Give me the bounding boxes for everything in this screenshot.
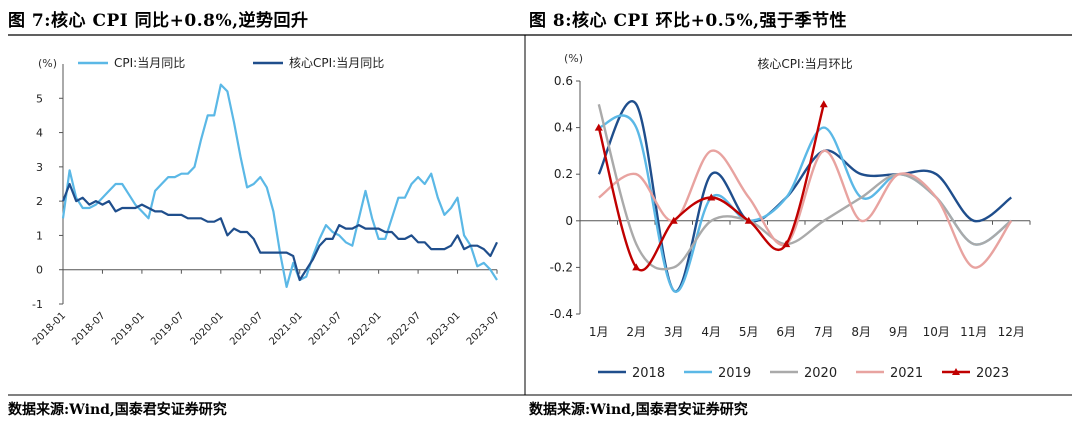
left-x-tick-label: 2021-07 — [307, 310, 344, 347]
right-legend-label: 2020 — [804, 366, 837, 381]
right-legend-label: 2018 — [632, 366, 665, 381]
left-y-tick-label: 5 — [36, 92, 43, 105]
left-x-tick-label: 2018-07 — [70, 310, 107, 347]
series-marker-2023 — [594, 123, 603, 131]
right-source-note: 数据来源:Wind,国泰君安证券研究 — [529, 402, 748, 418]
right-y-tick-label: 0.4 — [554, 121, 573, 135]
series-line-cpi-yoy — [61, 83, 498, 288]
right-x-tick-label: 7月 — [814, 325, 834, 339]
series-line-core-cpi-yoy — [61, 182, 498, 282]
left-x-tick-label: 2020-07 — [228, 310, 265, 347]
left-panel-title: 图 7:核心 CPI 同比+0.8%,逆势回升 — [8, 11, 309, 31]
right-y-tick-label: -0.4 — [550, 307, 573, 321]
left-legend-label: 核心CPI:当月同比 — [289, 56, 384, 70]
right-y-tick-label: 0.2 — [554, 167, 573, 181]
left-y-tick-label: 3 — [36, 161, 43, 174]
left-y-tick-label: 2 — [36, 195, 43, 208]
left-x-tick-label: 2021-01 — [268, 310, 305, 347]
right-legend-marker — [952, 368, 960, 375]
left-x-tick-label: 2019-01 — [110, 310, 147, 347]
series-marker-2023 — [632, 263, 641, 271]
right-x-tick-label: 11月 — [960, 325, 987, 339]
right-chart-title: 核心CPI:当月环比 — [757, 57, 852, 71]
right-legend-label: 2023 — [976, 366, 1009, 381]
series-line-2023 — [597, 103, 825, 272]
series-marker-2023 — [782, 240, 791, 248]
series-marker-2023 — [707, 193, 716, 201]
series-marker-2023 — [819, 100, 828, 108]
right-x-tick-label: 6月 — [776, 325, 796, 339]
left-x-tick-label: 2018-01 — [31, 310, 68, 347]
series-marker-2023 — [669, 216, 678, 224]
right-x-tick-label: 2月 — [626, 325, 646, 339]
right-x-tick-label: 5月 — [739, 325, 759, 339]
left-x-tick-label: 2023-01 — [425, 310, 462, 347]
right-panel-title: 图 8:核心 CPI 环比+0.5%,强于季节性 — [529, 11, 848, 31]
right-legend-label: 2019 — [718, 366, 751, 381]
right-x-tick-label: 1月 — [589, 325, 609, 339]
left-x-tick-label: 2022-01 — [346, 310, 383, 347]
right-y-unit: (%) — [564, 52, 583, 65]
left-y-tick-label: -1 — [32, 298, 43, 311]
left-x-tick-label: 2022-07 — [386, 310, 423, 347]
right-x-tick-label: 4月 — [701, 325, 721, 339]
left-x-tick-label: 2020-01 — [189, 310, 226, 347]
left-source-note: 数据来源:Wind,国泰君安证券研究 — [8, 402, 227, 418]
right-x-tick-label: 10月 — [923, 325, 950, 339]
right-y-tick-label: -0.2 — [550, 260, 573, 274]
left-y-tick-label: 0 — [36, 264, 43, 277]
right-chart: (%) 核心CPI:当月环比 -0.4 -0.2 0 0.2 0.4 0.6 1月 2月 3月 4月 5… — [550, 52, 1031, 381]
right-x-tick-label: 9月 — [889, 325, 909, 339]
right-y-tick-label: 0.6 — [554, 74, 573, 88]
right-x-tick-label: 3月 — [664, 325, 684, 339]
left-y-unit: (%) — [38, 57, 57, 70]
left-y-tick-label: 1 — [36, 229, 43, 242]
left-x-tick-label: 2023-07 — [465, 310, 502, 347]
right-x-tick-label: 8月 — [851, 325, 871, 339]
left-y-tick-label: 4 — [36, 127, 43, 140]
left-x-tick-label: 2019-07 — [149, 310, 186, 347]
right-x-tick-label: 12月 — [998, 325, 1025, 339]
series-marker-2023 — [744, 216, 753, 224]
right-legend-label: 2021 — [890, 366, 923, 381]
series-line-2019 — [598, 114, 1013, 293]
right-y-tick-label: 0 — [565, 214, 573, 228]
left-legend-label: CPI:当月同比 — [114, 56, 185, 70]
